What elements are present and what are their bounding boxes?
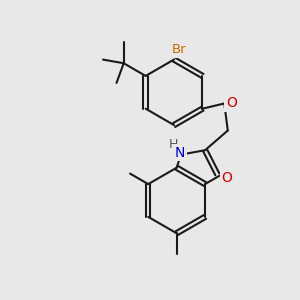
Text: O: O bbox=[221, 171, 232, 185]
Text: Br: Br bbox=[172, 44, 187, 56]
Text: O: O bbox=[226, 96, 237, 110]
Text: N: N bbox=[175, 146, 185, 160]
Text: H: H bbox=[169, 138, 178, 151]
